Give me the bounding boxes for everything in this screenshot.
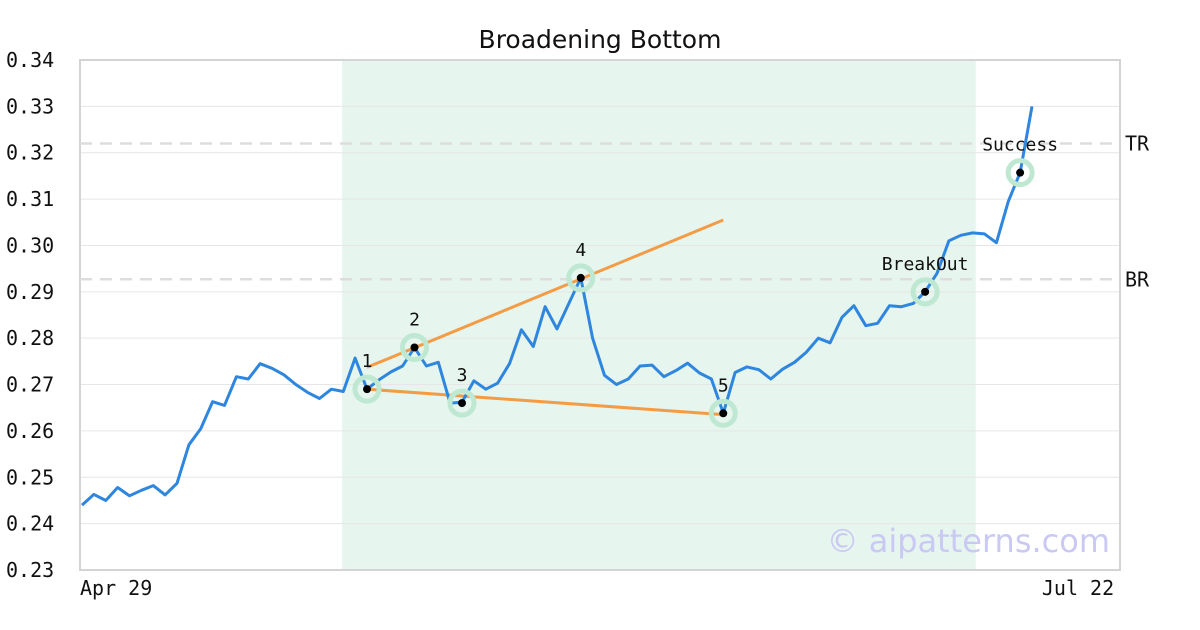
pivot-dot-5 [719, 409, 728, 418]
pivot-dot-4 [576, 273, 585, 282]
y-tick-label: 0.24 [6, 512, 54, 536]
y-tick-label: 0.23 [6, 558, 54, 582]
pivot-dot-2 [410, 343, 419, 352]
x-tick-label: Jul 22 [1042, 576, 1114, 600]
pivot-ring-2 [400, 332, 429, 362]
pivot-label-3: 3 [457, 365, 468, 386]
pivot-ring-3 [447, 388, 477, 418]
pivot-dot-breakout [921, 287, 930, 296]
pivot-label-5: 5 [718, 375, 729, 396]
pivot-label-4: 4 [575, 240, 586, 261]
y-tick-label: 0.28 [6, 326, 54, 350]
pattern-highlight-band [342, 60, 976, 570]
pivot-ring-4 [566, 263, 596, 293]
x-tick-label: Apr 29 [80, 576, 152, 600]
pivot-label-success: Success [982, 135, 1058, 156]
pivot-ring-1 [352, 374, 382, 404]
y-tick-label: 0.25 [6, 465, 54, 489]
y-tick-label: 0.31 [6, 187, 54, 211]
pivot-label-2: 2 [409, 309, 420, 330]
y-tick-label: 0.34 [6, 48, 54, 72]
chart-title: Broadening Bottom [479, 25, 722, 54]
pivot-label-breakout: BreakOut [882, 254, 969, 275]
watermark: © aipatterns.com [827, 522, 1110, 560]
pivot-ring-success [1005, 158, 1035, 188]
y-tick-label: 0.33 [6, 94, 54, 118]
pivot-dot-1 [363, 385, 371, 394]
y-tick-label: 0.30 [6, 233, 54, 257]
y-tick-label: 0.29 [6, 280, 54, 304]
lower-trendline [366, 387, 724, 417]
pivot-label-1: 1 [362, 351, 373, 372]
plot-border [79, 59, 1121, 571]
price-series-line [80, 106, 1034, 507]
y-tick-label: 0.27 [6, 373, 54, 397]
reference-label-br: BR [1125, 267, 1150, 291]
y-tick-label: 0.26 [6, 419, 54, 443]
pivot-dot-3 [458, 399, 466, 408]
y-tick-label: 0.32 [6, 141, 54, 165]
pivot-ring-5 [708, 398, 738, 428]
pivot-ring-breakout [910, 277, 940, 307]
pivot-dot-success [1016, 168, 1025, 177]
reference-label-tr: TR [1125, 131, 1150, 155]
